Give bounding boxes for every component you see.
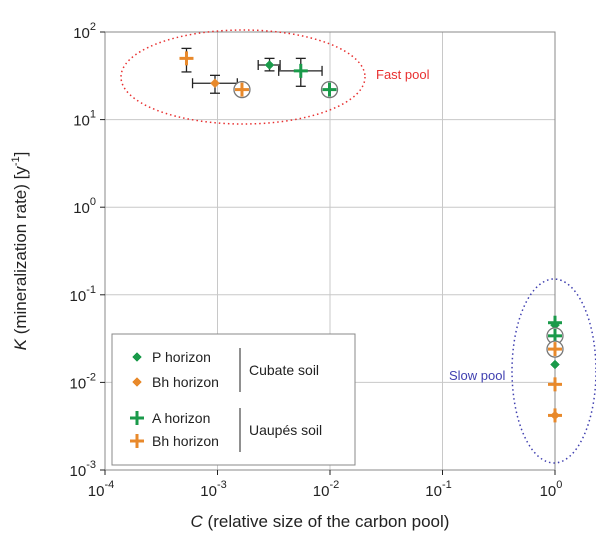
data-point xyxy=(548,377,562,392)
y-axis-label-text: (mineralization rate) [y xyxy=(11,166,30,339)
legend-box xyxy=(111,333,356,466)
plus-marker xyxy=(179,51,194,66)
series-diamond-green xyxy=(257,57,560,370)
data-point xyxy=(546,340,564,358)
data-point xyxy=(278,57,323,87)
y-axis-label-superscript: -1 xyxy=(10,156,22,166)
y-tick-label: 10-1 xyxy=(70,284,96,305)
data-point xyxy=(320,80,339,99)
y-tick-base: 10 xyxy=(73,113,90,130)
y-tick-label: 10-3 xyxy=(70,459,96,480)
y-tick-exponent: -3 xyxy=(86,459,96,471)
data-points xyxy=(179,47,564,423)
legend-label-bh-horizon-cubate: Bh horizon xyxy=(152,374,219,390)
x-tick-exponent: -4 xyxy=(104,479,114,491)
fast-pool-label: Fast pool xyxy=(376,67,430,82)
slow-pool-ellipse xyxy=(511,278,596,464)
x-tick-label: 10-3 xyxy=(200,479,226,500)
legend-plus-marker xyxy=(130,411,144,425)
legend-group-cubate-soil: Cubate soil xyxy=(249,362,319,378)
x-tick-label: 10-1 xyxy=(425,479,451,500)
data-point xyxy=(546,327,564,345)
y-tick-label: 100 xyxy=(73,196,96,217)
data-point xyxy=(233,80,251,99)
y-tick-exponent: 0 xyxy=(90,196,96,208)
data-point xyxy=(548,408,562,423)
x-tick-base: 10 xyxy=(313,483,330,500)
plus-marker xyxy=(548,342,562,357)
y-tick-exponent: -2 xyxy=(86,371,96,383)
y-tick-exponent: 1 xyxy=(90,109,96,121)
plus-marker xyxy=(234,82,249,97)
data-point xyxy=(179,47,194,73)
y-tick-label: 10-2 xyxy=(70,371,96,392)
plus-marker xyxy=(548,408,562,423)
legend-label-bh-horizon-uaupes: Bh horizon xyxy=(152,433,219,449)
data-point xyxy=(191,74,238,94)
series-plus-green xyxy=(278,57,564,345)
x-tick-base: 10 xyxy=(88,483,105,500)
x-tick-exponent: -2 xyxy=(329,479,339,491)
series-diamond-orange xyxy=(191,74,560,421)
x-axis-label-variable: C xyxy=(191,512,204,531)
x-tick-base: 10 xyxy=(425,483,442,500)
diamond-marker xyxy=(550,359,560,370)
y-tick-label: 101 xyxy=(73,109,96,130)
x-axis-label-text: (relative size of the carbon pool) xyxy=(203,512,450,531)
legend-markers xyxy=(130,352,144,448)
x-tick-exponent: -3 xyxy=(217,479,227,491)
y-tick-base: 10 xyxy=(70,463,87,480)
data-point xyxy=(550,359,560,370)
legend-label-a-horizon: A horizon xyxy=(152,410,210,426)
y-tick-base: 10 xyxy=(73,25,90,42)
y-tick-base: 10 xyxy=(70,375,87,392)
fast-pool-ellipse xyxy=(120,29,366,125)
x-tick-base: 10 xyxy=(200,483,217,500)
y-axis-label-variable: K xyxy=(11,338,30,350)
y-axis-label: K (mineralization rate) [y-1] xyxy=(10,152,30,351)
x-tick-label: 10-4 xyxy=(88,479,114,500)
y-axis-label-end: ] xyxy=(11,152,30,157)
legend: P horizon Bh horizon A horizon Bh horizo… xyxy=(111,333,356,466)
diamond-marker xyxy=(210,78,220,89)
series-plus-orange xyxy=(179,47,564,423)
y-tick-base: 10 xyxy=(70,288,87,305)
legend-diamond-marker xyxy=(132,352,142,362)
y-tick-exponent: 2 xyxy=(90,21,96,33)
data-point xyxy=(257,57,281,72)
x-tick-base: 10 xyxy=(540,483,557,500)
y-tick-label: 102 xyxy=(73,21,96,42)
legend-plus-marker xyxy=(130,434,144,448)
plus-marker xyxy=(548,377,562,392)
x-tick-exponent: 0 xyxy=(556,479,562,491)
plus-marker xyxy=(293,63,308,78)
x-tick-label: 10-2 xyxy=(313,479,339,500)
plus-marker xyxy=(322,82,337,97)
y-tick-base: 10 xyxy=(73,200,90,217)
legend-label-p-horizon: P horizon xyxy=(152,349,211,365)
legend-diamond-marker xyxy=(132,377,142,387)
x-axis-ticks: 10-4 10-3 10-2 10-1 100 xyxy=(88,470,563,500)
x-tick-exponent: -1 xyxy=(442,479,452,491)
slow-pool-label: Slow pool xyxy=(449,368,505,383)
diamond-marker xyxy=(264,60,275,70)
y-tick-exponent: -1 xyxy=(86,284,96,296)
legend-group-uaupes-soil: Uaupés soil xyxy=(249,422,322,438)
x-axis-label: C (relative size of the carbon pool) xyxy=(191,512,450,531)
x-tick-label: 100 xyxy=(540,479,563,500)
